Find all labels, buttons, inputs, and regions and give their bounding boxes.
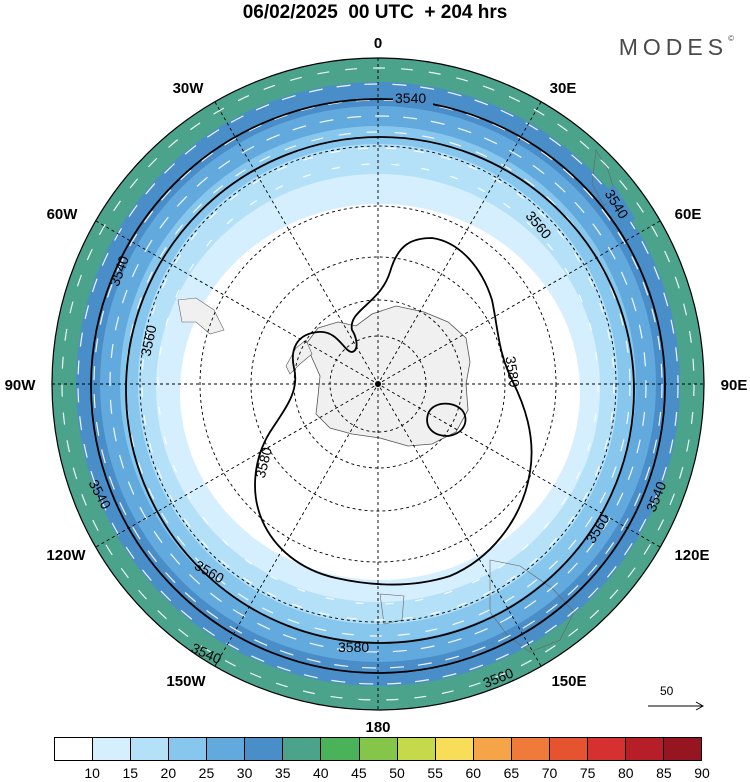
contour-label: 3540 <box>395 90 426 106</box>
colorbar-tick-label: 80 <box>617 765 634 781</box>
lon-label-30e: 30E <box>550 80 577 97</box>
colorbar-swatch <box>435 738 474 760</box>
colorbar-swatch <box>587 738 626 760</box>
colorbar-labels: 10 15 20 25 30 35 40 45 50 55 60 65 70 75 80 85 90 <box>54 765 709 781</box>
south-america-tip <box>177 297 225 335</box>
colorbar-tick-label: 90 <box>694 765 710 781</box>
map-title: 06/02/2025 00 UTC + 204 hrs <box>242 2 508 23</box>
colorbar-tick-label: 70 <box>541 765 558 781</box>
colorbar-swatch <box>549 738 588 760</box>
colorbar-tick-label: 55 <box>427 765 443 781</box>
copyright-mark: © <box>728 34 734 43</box>
lon-label-120e: 120E <box>674 547 709 564</box>
contour-label: 3580 <box>252 445 275 479</box>
colorbar-swatch <box>169 738 208 760</box>
colorbar-tick-label: 50 <box>389 765 405 781</box>
lon-label-60e: 60E <box>675 206 702 223</box>
colorbar-tick-label: 25 <box>198 765 215 781</box>
new-zealand-coast <box>379 593 405 625</box>
colorbar-swatch <box>93 738 132 760</box>
colorbar-tick-label: 75 <box>579 765 596 781</box>
map-border <box>51 57 705 711</box>
brand-text: MODES <box>618 34 729 60</box>
lon-label-90e: 90E <box>721 377 748 394</box>
colorbar-tick-label: 65 <box>503 765 520 781</box>
colorbar-swatch <box>664 738 702 760</box>
colorbar-tick-label: 35 <box>274 765 291 781</box>
colorbar-swatch <box>359 738 398 760</box>
lon-label-90w: 90W <box>5 377 37 394</box>
south-pole-dot <box>375 381 381 387</box>
colorbar-tick-label: 40 <box>313 765 329 781</box>
height-contours <box>90 98 666 674</box>
lon-label-0: 0 <box>374 35 382 52</box>
colorbar-swatch <box>131 738 170 760</box>
colorbar-swatch <box>207 738 246 760</box>
colorbar-swatch <box>397 738 436 760</box>
australia-coast <box>489 559 575 653</box>
contour-3560 <box>125 136 635 644</box>
colorbar-swatch <box>55 738 94 760</box>
colorbar-swatch <box>283 738 322 760</box>
polar-map: 3540 3540 3540 3540 3540 3540 3560 3560 … <box>5 35 748 735</box>
contour-3580-inner <box>426 402 467 437</box>
lon-label-60w: 60W <box>47 206 79 223</box>
contour-3540 <box>90 98 666 674</box>
contour-label: 3580 <box>338 639 369 655</box>
reference-vector-arrow-icon <box>648 701 705 711</box>
colorbar-tick-label: 10 <box>84 765 100 781</box>
lon-label-180: 180 <box>365 719 390 735</box>
reference-vector-label: 50 <box>660 684 674 698</box>
contour-label: 3580 <box>503 355 523 388</box>
flow-ring <box>141 147 615 621</box>
colorbar-tick-label: 15 <box>122 765 139 781</box>
antarctic-peninsula <box>285 339 313 375</box>
colorbar-swatch <box>473 738 512 760</box>
flow-ring <box>93 99 663 669</box>
colorbar-swatch <box>511 738 550 760</box>
colorbar-tick-label: 85 <box>656 765 672 781</box>
modes-logo: MODES© <box>619 34 734 61</box>
longitude-labels: 0 30E 60E 90E 120E 150E 180 150W 120W 90… <box>5 35 748 735</box>
colorbar-swatch <box>625 738 664 760</box>
lon-label-150w: 150W <box>166 673 206 690</box>
contour-3580-outer <box>254 237 533 586</box>
colorbar-swatch <box>245 738 284 760</box>
lon-label-150e: 150E <box>551 673 586 690</box>
colorbar-tick-label: 60 <box>465 765 482 781</box>
lon-label-30w: 30W <box>173 80 205 97</box>
colorbar <box>54 737 702 761</box>
colorbar-tick-label: 45 <box>351 765 367 781</box>
colorbar-swatch <box>321 738 360 760</box>
contour-label: 3560 <box>137 323 159 357</box>
colorbar-tick-label: 20 <box>160 765 177 781</box>
lon-label-120w: 120W <box>46 547 86 564</box>
colorbar-tick-label: 30 <box>236 765 253 781</box>
